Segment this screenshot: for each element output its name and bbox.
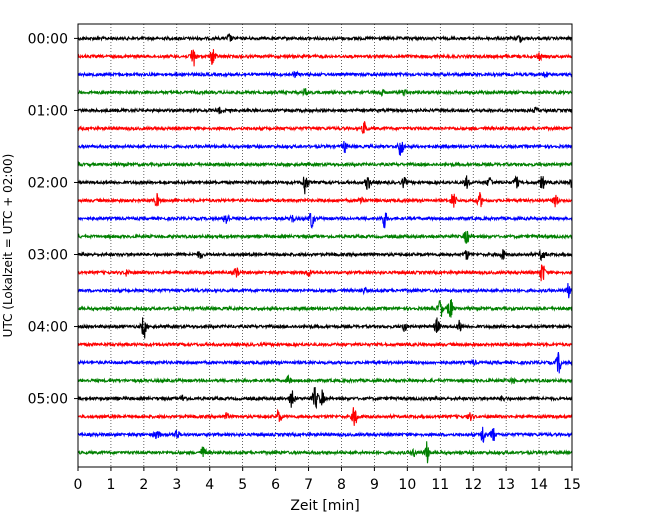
trace-2	[77, 70, 573, 79]
y-axis-label: UTC (Lokalzeit = UTC + 02:00)	[1, 154, 15, 338]
x-tick-label-3: 3	[172, 477, 181, 493]
trace-22	[77, 426, 573, 444]
y-tick-label-4: 04:00	[28, 320, 68, 336]
trace-10	[77, 212, 573, 229]
trace-0	[77, 32, 573, 44]
trace-16	[77, 317, 573, 339]
x-tick-label-8: 8	[337, 477, 346, 493]
trace-23	[77, 441, 573, 464]
y-tick-label-2: 02:00	[28, 175, 68, 191]
x-axis-ticks: 0 1 2 3 4 5 6 7 8 9 10 11 12 13 14 15	[74, 467, 581, 493]
trace-11	[77, 230, 573, 245]
y-tick-label-3: 03:00	[28, 248, 68, 264]
x-tick-label-9: 9	[370, 477, 379, 493]
trace-13	[77, 264, 573, 282]
x-tick-label-12: 12	[464, 477, 482, 493]
trace-14	[77, 283, 573, 299]
x-tick-label-0: 0	[74, 477, 83, 493]
trace-9	[77, 192, 573, 208]
x-tick-label-1: 1	[106, 477, 115, 493]
trace-1	[77, 49, 573, 67]
x-tick-label-7: 7	[304, 477, 313, 493]
y-axis-ticks: 00:00 01:00 02:00 03:00 04:00 05:00	[28, 31, 78, 408]
x-tick-label-15: 15	[563, 477, 581, 493]
x-tick-label-10: 10	[398, 477, 416, 493]
trace-8	[77, 175, 573, 195]
y-tick-label-0: 00:00	[28, 31, 68, 47]
x-tick-label-14: 14	[530, 477, 548, 493]
x-tick-label-6: 6	[271, 477, 280, 493]
trace-18	[77, 351, 573, 374]
trace-3	[77, 88, 573, 98]
trace-20	[77, 387, 573, 410]
trace-7	[77, 160, 573, 168]
vertical-grid	[110, 24, 540, 467]
trace-6	[77, 141, 573, 156]
x-tick-label-11: 11	[431, 477, 449, 493]
trace-4	[77, 106, 573, 115]
trace-17	[77, 341, 573, 349]
x-axis-label: Zeit [min]	[290, 498, 359, 514]
trace-21	[77, 407, 573, 426]
y-tick-label-1: 01:00	[28, 103, 68, 119]
trace-19	[77, 374, 573, 386]
y-tick-label-5: 05:00	[28, 392, 68, 408]
trace-15	[77, 299, 573, 318]
x-tick-label-5: 5	[238, 477, 247, 493]
x-tick-label-2: 2	[139, 477, 148, 493]
trace-5	[77, 121, 573, 135]
plot-frame	[77, 23, 573, 468]
trace-12	[77, 249, 573, 262]
trace-group	[77, 32, 573, 464]
x-tick-label-4: 4	[205, 477, 214, 493]
x-tick-label-13: 13	[497, 477, 515, 493]
